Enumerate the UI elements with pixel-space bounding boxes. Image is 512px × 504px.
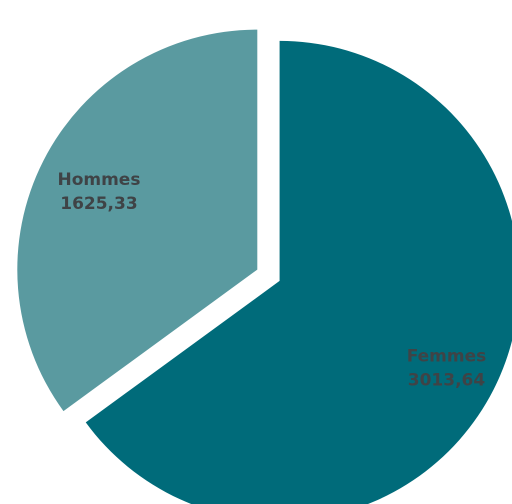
pie-slices: [17, 29, 512, 504]
pie-slice-femmes: [85, 40, 512, 504]
pie-labels: Femmes 3013,64 Hommes 1625,33: [57, 170, 486, 391]
slice-value-label: 3013,64: [408, 371, 486, 391]
slice-category-label: Femmes: [407, 347, 487, 367]
slice-category-label: Hommes: [57, 170, 140, 190]
slice-value-label: 1625,33: [60, 194, 137, 214]
pie-slice-hommes: [17, 29, 258, 412]
